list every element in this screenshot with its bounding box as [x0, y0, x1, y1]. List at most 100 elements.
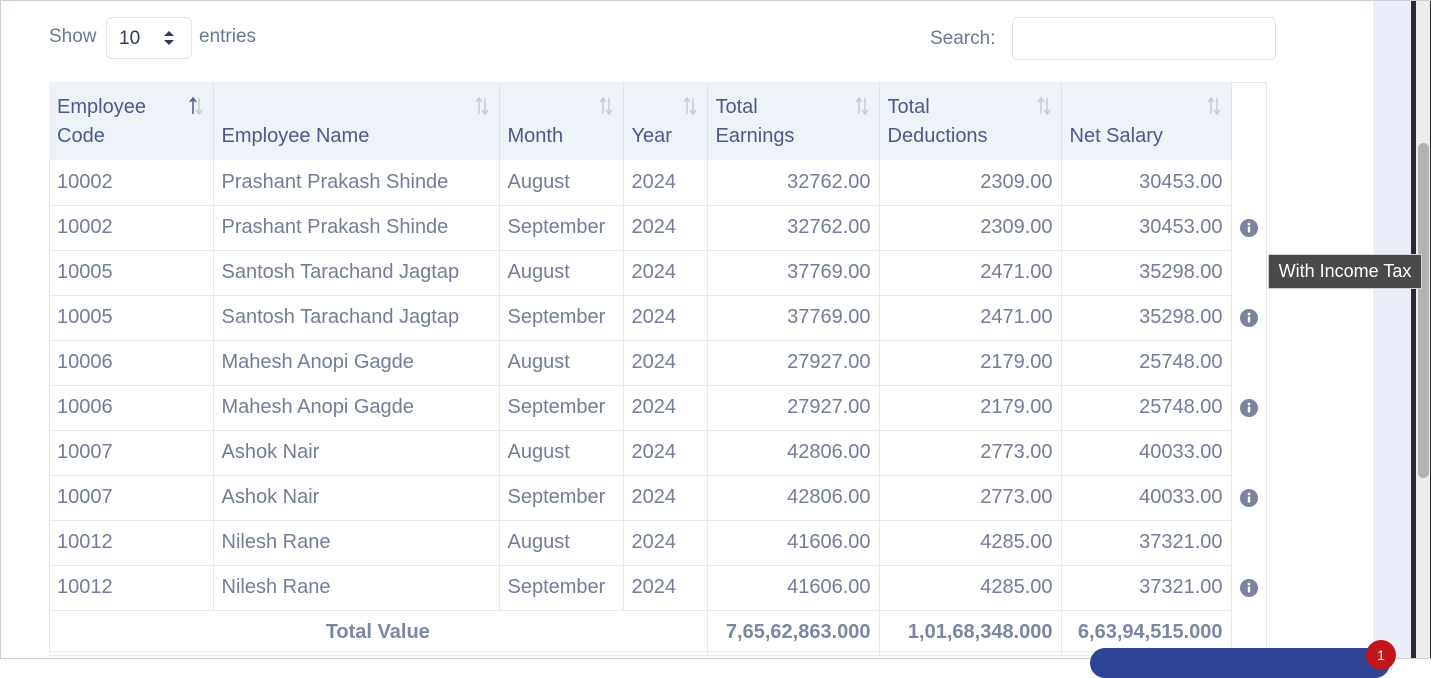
cell-info — [1231, 250, 1267, 295]
cell-total-earnings: 32762.00 — [707, 160, 880, 206]
col-header-total-deductions-line2: Deductions — [887, 125, 988, 147]
cell-employee-code: 10007 — [49, 475, 214, 521]
cell-net-salary: 37321.00 — [1061, 520, 1232, 566]
table-row: 10012 Nilesh Rane September 2024 41606.00 428… — [49, 565, 1267, 611]
cell-month: September — [499, 385, 624, 431]
cell-employee-name: Mahesh Anopi Gagde — [213, 340, 500, 386]
cell-employee-name: Mahesh Anopi Gagde — [213, 385, 500, 431]
sort-icon — [1206, 96, 1221, 116]
cell-employee-code: 10012 — [49, 520, 214, 566]
cell-net-salary: 30453.00 — [1061, 205, 1232, 251]
info-circle-icon[interactable] — [1240, 218, 1259, 237]
cell-total-earnings: 41606.00 — [707, 520, 880, 566]
cell-employee-code: 10006 — [49, 385, 214, 431]
col-header-year-label: Year — [631, 125, 672, 147]
cell-month: September — [499, 475, 624, 521]
cell-employee-code: 10012 — [49, 565, 214, 611]
info-circle-icon[interactable] — [1240, 578, 1259, 597]
cell-total-deductions: 4285.00 — [879, 520, 1062, 566]
cell-net-salary: 35298.00 — [1061, 250, 1232, 296]
entries-select[interactable]: 10 — [106, 17, 192, 59]
cell-employee-code: 10007 — [49, 430, 214, 476]
info-circle-icon[interactable] — [1240, 488, 1259, 507]
cell-year: 2024 — [623, 385, 708, 431]
cell-employee-code: 10002 — [49, 205, 214, 251]
col-header-month[interactable]: Month — [499, 82, 624, 160]
sort-icon — [682, 96, 697, 116]
cell-total-earnings: 37769.00 — [707, 250, 880, 296]
chat-widget-bar[interactable] — [1090, 648, 1390, 678]
col-header-total-deductions[interactable]: Total Deductions — [879, 82, 1062, 160]
table-row: 10002 Prashant Prakash Shinde August 2024 32… — [49, 160, 1267, 206]
entries-label: entries — [199, 26, 257, 47]
table-row: 10012 Nilesh Rane August 2024 41606.00 4285.0… — [49, 520, 1267, 566]
cell-net-salary: 30453.00 — [1061, 160, 1232, 206]
cell-total-earnings: 27927.00 — [707, 385, 880, 431]
cell-info — [1231, 160, 1267, 205]
cell-net-salary: 40033.00 — [1061, 430, 1232, 476]
search-label: Search: — [930, 28, 996, 49]
cell-info — [1231, 565, 1267, 610]
col-header-employee-code[interactable]: Employee Code — [49, 82, 214, 160]
scrollbar-thumb[interactable] — [1418, 143, 1429, 478]
sort-asc-icon — [188, 96, 203, 116]
cell-total-deductions: 2309.00 — [879, 160, 1062, 206]
cell-total-deductions: 4285.00 — [879, 565, 1062, 611]
cell-year: 2024 — [623, 250, 708, 296]
notification-badge[interactable]: 1 — [1366, 640, 1396, 670]
total-net-salary: 6,63,94,515.000 — [1061, 610, 1232, 656]
cell-month: August — [499, 340, 624, 386]
cell-employee-name: Nilesh Rane — [213, 565, 500, 611]
col-header-net-salary-label: Net Salary — [1069, 125, 1163, 147]
table-row: 10005 Santosh Tarachand Jagtap September 20… — [49, 295, 1267, 341]
cell-info — [1231, 295, 1267, 340]
cell-total-earnings: 37769.00 — [707, 295, 880, 341]
total-deductions: 1,01,68,348.000 — [879, 610, 1062, 656]
cell-total-earnings: 42806.00 — [707, 475, 880, 521]
cell-month: August — [499, 520, 624, 566]
cell-employee-code: 10002 — [49, 160, 214, 206]
cell-info — [1231, 340, 1267, 385]
cell-year: 2024 — [623, 160, 708, 206]
cell-employee-code: 10005 — [49, 295, 214, 341]
sort-icon — [1036, 96, 1051, 116]
cell-total-deductions: 2773.00 — [879, 430, 1062, 476]
cell-year: 2024 — [623, 475, 708, 521]
col-header-total-earnings[interactable]: Total Earnings — [707, 82, 880, 160]
search-input[interactable] — [1012, 17, 1276, 60]
cell-total-deductions: 2471.00 — [879, 295, 1062, 341]
col-header-total-earnings-line2: Earnings — [715, 125, 795, 147]
col-header-employee-name-label: Employee Name — [221, 125, 370, 147]
cell-employee-name: Prashant Prakash Shinde — [213, 160, 500, 206]
col-header-employee-name[interactable]: Employee Name — [213, 82, 500, 160]
show-label: Show — [49, 26, 97, 47]
cell-info — [1231, 475, 1267, 520]
cell-net-salary: 25748.00 — [1061, 385, 1232, 431]
cell-month: August — [499, 160, 624, 206]
cell-employee-code: 10006 — [49, 340, 214, 386]
cell-total-earnings: 41606.00 — [707, 565, 880, 611]
cell-net-salary: 35298.00 — [1061, 295, 1232, 341]
info-circle-icon[interactable] — [1240, 398, 1259, 417]
col-header-total-earnings-line1: Total — [715, 96, 758, 118]
col-header-month-label: Month — [507, 125, 564, 147]
cell-info — [1231, 430, 1267, 475]
table-row: 10006 Mahesh Anopi Gagde September 2024 2792… — [49, 385, 1267, 431]
table-row: 10005 Santosh Tarachand Jagtap August 2024 3… — [49, 250, 1267, 296]
select-updown-icon — [164, 31, 174, 45]
cell-total-deductions: 2179.00 — [879, 385, 1062, 431]
info-circle-icon[interactable] — [1240, 308, 1259, 327]
cell-employee-name: Ashok Nair — [213, 475, 500, 521]
cell-month: September — [499, 295, 624, 341]
tooltip: With Income Tax — [1268, 254, 1422, 289]
cell-info — [1231, 205, 1267, 250]
cell-total-deductions: 2773.00 — [879, 475, 1062, 521]
col-header-net-salary[interactable]: Net Salary — [1061, 82, 1232, 160]
cell-total-earnings: 27927.00 — [707, 340, 880, 386]
cell-net-salary: 40033.00 — [1061, 475, 1232, 521]
cell-year: 2024 — [623, 295, 708, 341]
cell-total-earnings: 32762.00 — [707, 205, 880, 251]
cell-month: September — [499, 565, 624, 611]
col-header-year[interactable]: Year — [623, 82, 708, 160]
cell-year: 2024 — [623, 520, 708, 566]
